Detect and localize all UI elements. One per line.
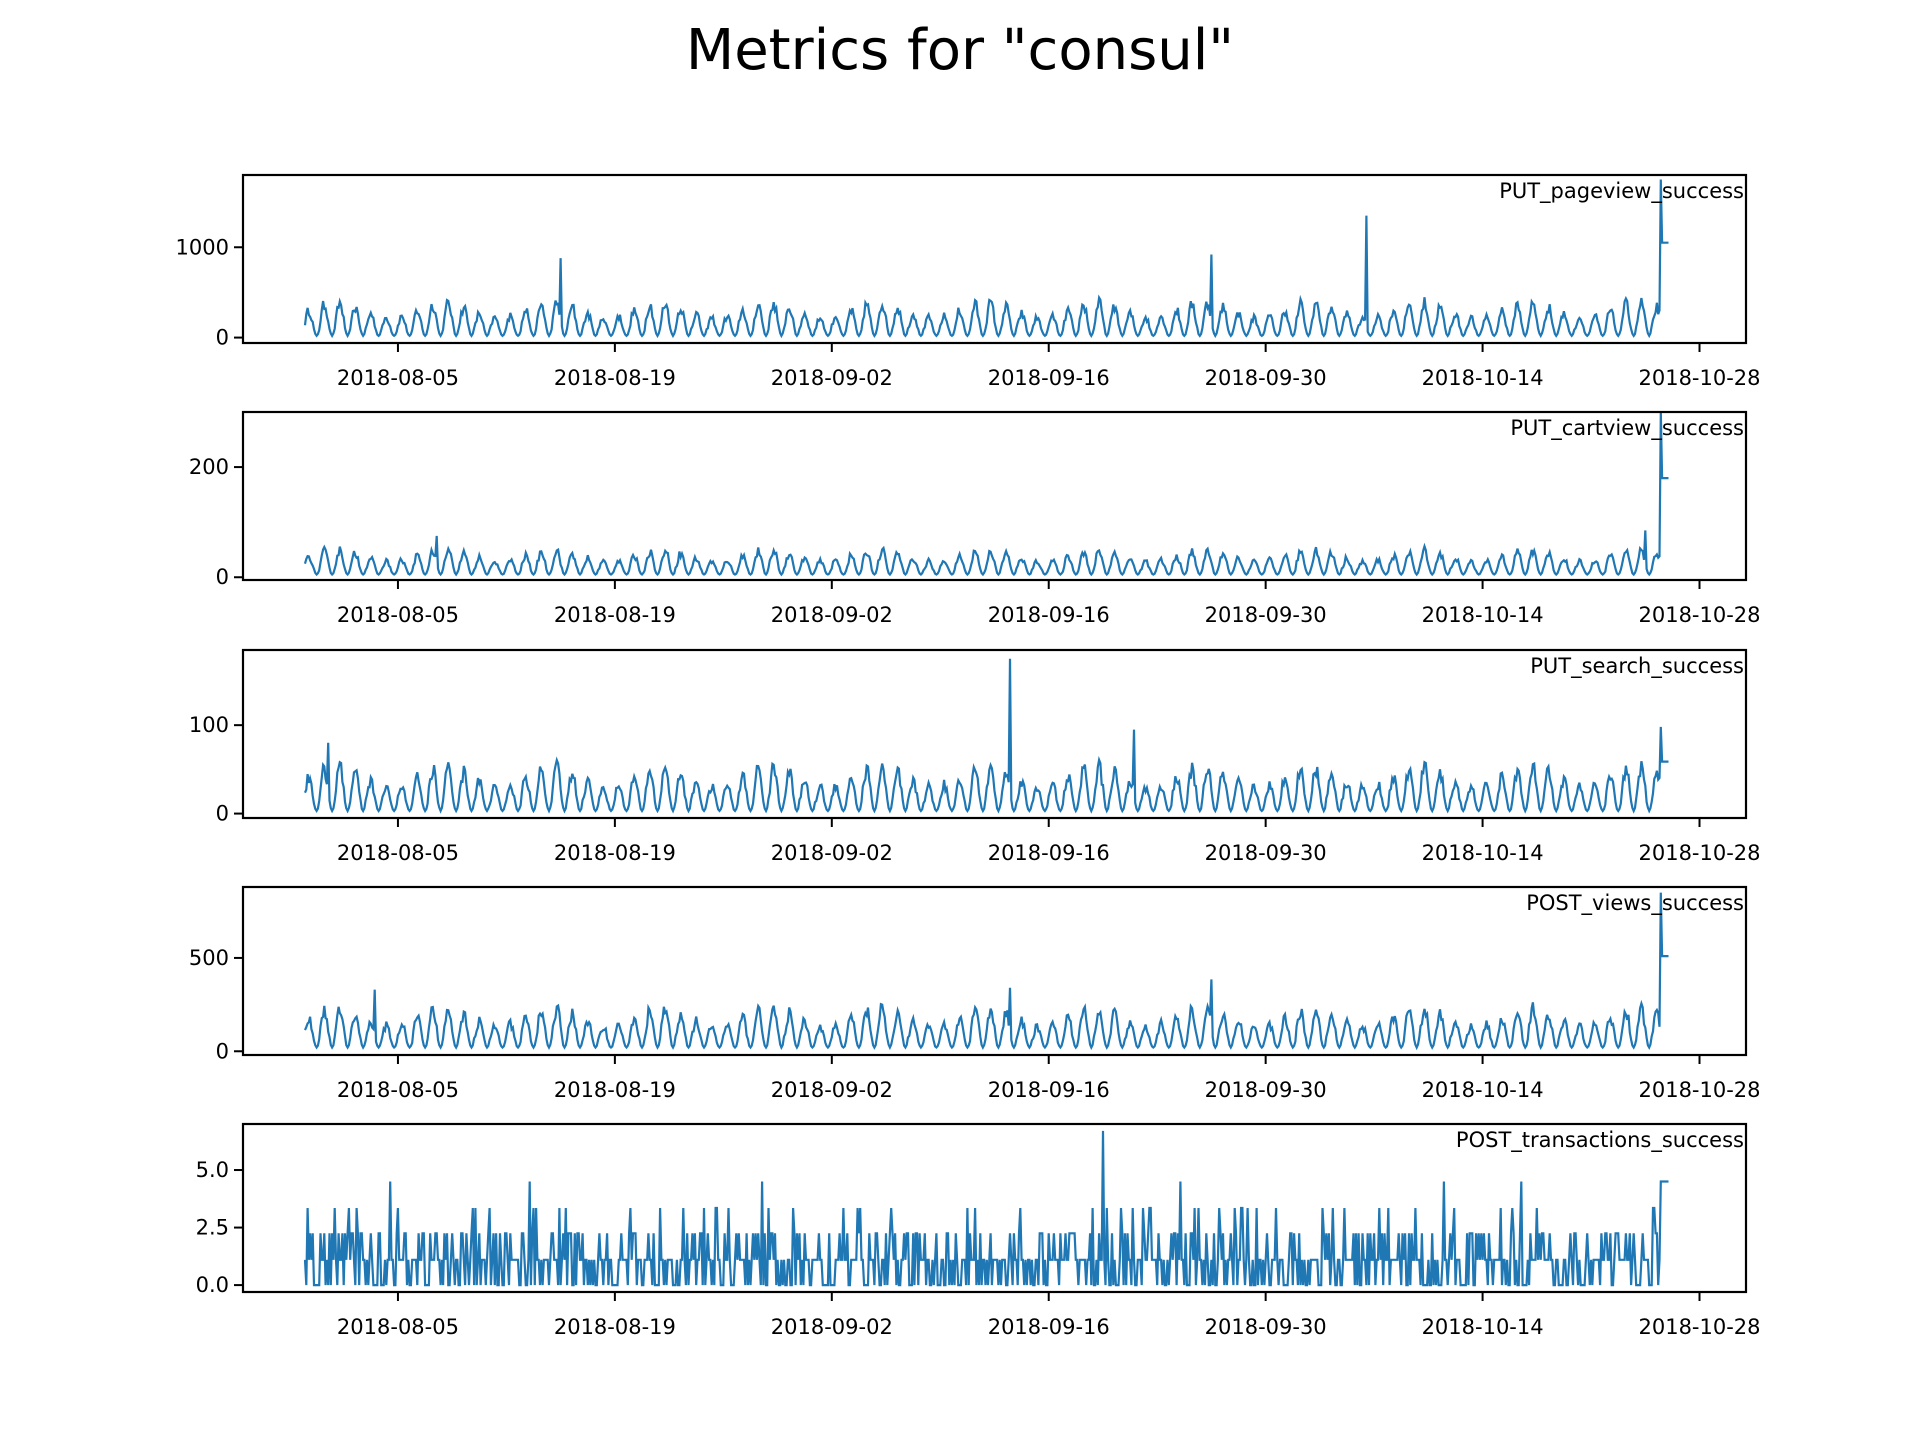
x-tick-label: 2018-08-19: [554, 1078, 676, 1102]
x-tick-label: 2018-10-14: [1422, 366, 1544, 390]
axes-frame: [241, 648, 1748, 820]
x-tick-label: 2018-08-19: [554, 366, 676, 390]
panel-POST_views_success: 0 500 2018-08-05 2018-08-19 2018-09-02 2018-0…: [189, 885, 1761, 1102]
y-tick-label: 0: [216, 1039, 229, 1063]
x-tick-label: 2018-10-14: [1422, 841, 1544, 865]
x-tick-label: 2018-10-14: [1422, 1315, 1544, 1339]
x-tick-label: 2018-08-05: [337, 603, 459, 627]
x-tick-label: 2018-09-30: [1205, 366, 1327, 390]
x-tick-label: 2018-08-19: [554, 603, 676, 627]
x-tick-label: 2018-10-28: [1638, 841, 1760, 865]
y-tick-label: 2.5: [196, 1216, 229, 1240]
x-tick-label: 2018-09-16: [988, 366, 1110, 390]
x-tick-label: 2018-09-16: [988, 1315, 1110, 1339]
axes-frame: [241, 885, 1748, 1057]
x-tick-label: 2018-09-30: [1205, 1315, 1327, 1339]
y-tick-label: 5.0: [196, 1158, 229, 1182]
panel-PUT_search_success: 0 100 2018-08-05 2018-08-19 2018-09-02 2018-0…: [189, 648, 1761, 865]
x-tick-label: 2018-10-28: [1638, 1315, 1760, 1339]
x-tick-label: 2018-09-30: [1205, 603, 1327, 627]
y-tick-label: 200: [189, 455, 229, 479]
x-tick-label: 2018-09-02: [771, 1078, 893, 1102]
panel-PUT_cartview_success: 0 200 2018-08-05 2018-08-19 2018-09-02 2018-0…: [189, 410, 1761, 627]
series-line-PUT_cartview_success: [303, 412, 1669, 577]
y-tick-label: 1000: [176, 235, 229, 259]
x-tick-label: 2018-09-30: [1205, 1078, 1327, 1102]
x-tick-label: 2018-10-28: [1638, 1078, 1760, 1102]
x-tick-label: 2018-10-28: [1638, 603, 1760, 627]
series-line-POST_views_success: [303, 892, 1669, 1051]
x-tick-label: 2018-10-28: [1638, 366, 1760, 390]
x-tick-label: 2018-09-02: [771, 1315, 893, 1339]
x-tick-label: 2018-10-14: [1422, 603, 1544, 627]
panel-label: POST_transactions_success: [1456, 1128, 1744, 1153]
y-tick-label: 0: [216, 326, 229, 350]
x-tick-label: 2018-08-19: [554, 841, 676, 865]
x-tick-label: 2018-09-02: [771, 366, 893, 390]
panel-label: PUT_cartview_success: [1510, 416, 1744, 441]
x-tick-label: 2018-09-16: [988, 1078, 1110, 1102]
x-tick-label: 2018-09-30: [1205, 841, 1327, 865]
series-line-PUT_pageview_success: [303, 179, 1669, 339]
x-tick-label: 2018-09-02: [771, 841, 893, 865]
x-tick-label: 2018-09-02: [771, 603, 893, 627]
x-tick-label: 2018-08-05: [337, 1078, 459, 1102]
axes-frame: [241, 1122, 1748, 1294]
panel-label: POST_views_success: [1526, 891, 1744, 916]
y-tick-label: 0: [216, 565, 229, 589]
axes-frame: [241, 410, 1748, 582]
series-line-POST_transactions_success: [303, 1130, 1669, 1287]
x-tick-label: 2018-08-19: [554, 1315, 676, 1339]
panel-label: PUT_search_success: [1530, 654, 1744, 679]
panel-PUT_pageview_success: 0 1000 2018-08-05 2018-08-19 2018-09-02 2018-…: [176, 173, 1761, 390]
panel-label: PUT_pageview_success: [1499, 179, 1744, 204]
x-tick-label: 2018-08-05: [337, 841, 459, 865]
y-tick-label: 0.0: [196, 1273, 229, 1297]
y-tick-label: 100: [189, 713, 229, 737]
axes-frame: [241, 173, 1748, 345]
x-tick-label: 2018-10-14: [1422, 1078, 1544, 1102]
x-tick-label: 2018-08-05: [337, 1315, 459, 1339]
x-tick-label: 2018-09-16: [988, 603, 1110, 627]
series-line-PUT_search_success: [303, 658, 1669, 814]
x-tick-label: 2018-09-16: [988, 841, 1110, 865]
y-tick-label: 0: [216, 802, 229, 826]
panel-POST_transactions_success: 0.0 2.5 5.0 2018-08-05 2018-08-19 2018-09-02 2…: [196, 1122, 1761, 1339]
y-tick-label: 500: [189, 946, 229, 970]
chart-title: Metrics for "consul": [685, 18, 1235, 83]
x-tick-label: 2018-08-05: [337, 366, 459, 390]
